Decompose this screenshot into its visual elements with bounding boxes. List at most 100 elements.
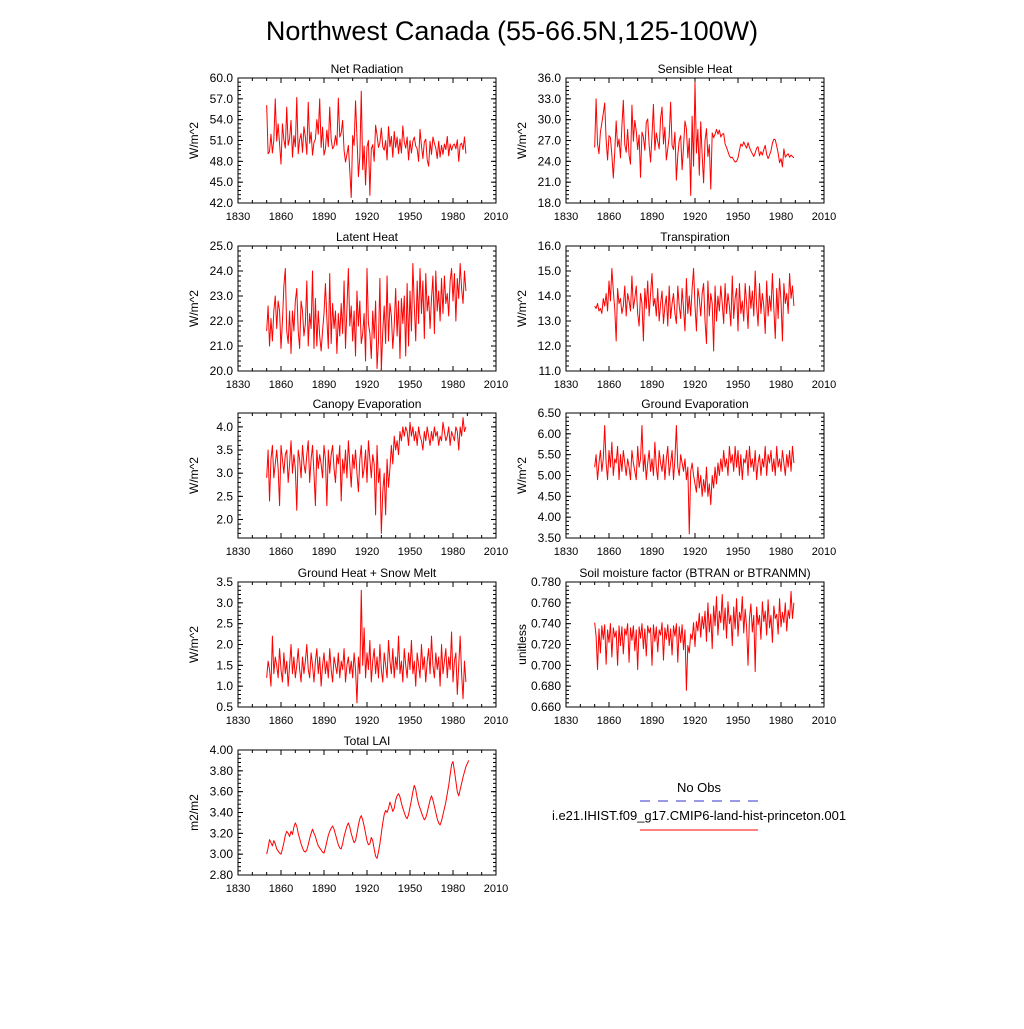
chart-panel-4: Canopy Evaporation W/m^2 1830 1860 1890 1920 1… bbox=[187, 397, 508, 558]
y-tick-label: 4.0 bbox=[216, 420, 233, 434]
chart-title: Net Radiation bbox=[331, 62, 404, 76]
y-tick-label: 3.5 bbox=[216, 575, 233, 589]
chart-title: Latent Heat bbox=[336, 230, 399, 244]
series-line-0 bbox=[266, 417, 467, 534]
y-axis-label: m2/m2 bbox=[187, 794, 201, 831]
chart-title: Ground Evaporation bbox=[641, 397, 748, 411]
x-tick-label: 1860 bbox=[269, 546, 293, 558]
x-tick-label: 1890 bbox=[312, 211, 336, 223]
x-tick-label: 1950 bbox=[398, 211, 422, 223]
chart-panel-3: Transpiration W/m^2 1830 1860 1890 1920 1950 19… bbox=[515, 230, 836, 391]
y-tick-label: 4.50 bbox=[538, 489, 562, 503]
x-tick-label: 1980 bbox=[769, 546, 793, 558]
y-tick-label: 2.5 bbox=[216, 617, 233, 631]
x-tick-label: 1860 bbox=[597, 379, 621, 391]
y-tick-label: 6.00 bbox=[538, 427, 562, 441]
y-tick-label: 3.0 bbox=[216, 596, 233, 610]
legend-model-label: i.e21.IHIST.f09_g17.CMIP6-land-hist-prin… bbox=[552, 808, 846, 823]
series-line-0 bbox=[266, 760, 470, 859]
x-tick-label: 2010 bbox=[812, 379, 836, 391]
x-tick-label: 1890 bbox=[312, 883, 336, 895]
y-tick-label: 0.740 bbox=[531, 617, 561, 631]
y-tick-label: 21.0 bbox=[538, 175, 562, 189]
x-tick-label: 1920 bbox=[355, 883, 379, 895]
x-tick-label: 1860 bbox=[269, 211, 293, 223]
x-tick-label: 1950 bbox=[398, 883, 422, 895]
y-tick-label: 45.0 bbox=[210, 175, 234, 189]
series-line-0 bbox=[266, 90, 467, 198]
y-tick-label: 3.50 bbox=[538, 531, 562, 545]
panels: Net Radiation W/m^2 1830 1860 1890 1920 1950 19… bbox=[187, 62, 836, 895]
y-axis-label: W/m^2 bbox=[187, 457, 201, 494]
x-tick-label: 1860 bbox=[269, 715, 293, 727]
legend-obs-label: No Obs bbox=[677, 780, 722, 795]
x-tick-label: 1980 bbox=[769, 211, 793, 223]
chart-panel-1: Sensible Heat W/m^2 1830 1860 1890 1920 1950 19… bbox=[515, 62, 836, 223]
x-tick-label: 1860 bbox=[269, 379, 293, 391]
series-line-0 bbox=[594, 590, 795, 691]
y-tick-label: 23.0 bbox=[210, 289, 234, 303]
x-tick-label: 1980 bbox=[769, 715, 793, 727]
x-tick-label: 2010 bbox=[484, 211, 508, 223]
y-tick-label: 16.0 bbox=[538, 239, 562, 253]
x-tick-label: 1830 bbox=[554, 715, 578, 727]
chart-panel-6: Ground Heat + Snow Melt W/m^2 1830 1860 1890… bbox=[187, 566, 508, 727]
x-tick-label: 1920 bbox=[355, 715, 379, 727]
x-tick-label: 1890 bbox=[312, 546, 336, 558]
y-tick-label: 3.00 bbox=[210, 847, 234, 861]
x-tick-label: 1860 bbox=[597, 715, 621, 727]
chart-title: Ground Heat + Snow Melt bbox=[298, 566, 437, 580]
x-tick-label: 2010 bbox=[812, 211, 836, 223]
y-tick-label: 3.40 bbox=[210, 806, 234, 820]
chart-title: Canopy Evaporation bbox=[313, 397, 422, 411]
series-line-0 bbox=[266, 589, 467, 704]
y-tick-label: 12.0 bbox=[538, 339, 562, 353]
y-axis-label: W/m^2 bbox=[187, 290, 201, 327]
y-tick-label: 0.700 bbox=[531, 658, 561, 672]
y-tick-label: 2.5 bbox=[216, 489, 233, 503]
y-tick-label: 3.0 bbox=[216, 466, 233, 480]
x-tick-label: 1920 bbox=[683, 715, 707, 727]
x-tick-label: 1980 bbox=[441, 379, 465, 391]
x-tick-label: 2010 bbox=[812, 546, 836, 558]
chart-panel-2: Latent Heat W/m^2 1830 1860 1890 1920 1950 1980… bbox=[187, 230, 508, 391]
y-tick-label: 0.780 bbox=[531, 575, 561, 589]
y-tick-label: 1.0 bbox=[216, 679, 233, 693]
y-tick-label: 15.0 bbox=[538, 264, 562, 278]
y-tick-label: 54.0 bbox=[210, 113, 234, 127]
y-tick-label: 20.0 bbox=[210, 364, 234, 378]
series-line-0 bbox=[594, 268, 795, 352]
chart-title: Soil moisture factor (BTRAN or BTRANMN) bbox=[579, 566, 810, 580]
chart-panel-0: Net Radiation W/m^2 1830 1860 1890 1920 1950 19… bbox=[187, 62, 508, 223]
y-tick-label: 60.0 bbox=[210, 71, 234, 85]
x-tick-label: 1830 bbox=[554, 379, 578, 391]
y-tick-label: 0.680 bbox=[531, 679, 561, 693]
y-tick-label: 42.0 bbox=[210, 196, 234, 210]
x-tick-label: 1830 bbox=[226, 883, 250, 895]
chart-title: Transpiration bbox=[660, 230, 730, 244]
x-tick-label: 1980 bbox=[441, 715, 465, 727]
y-tick-label: 0.5 bbox=[216, 700, 233, 714]
y-tick-label: 3.60 bbox=[210, 785, 234, 799]
series-line-0 bbox=[594, 81, 795, 196]
x-tick-label: 1890 bbox=[640, 546, 664, 558]
y-tick-label: 4.00 bbox=[210, 743, 234, 757]
y-tick-label: 24.0 bbox=[538, 154, 562, 168]
y-tick-label: 4.00 bbox=[538, 510, 562, 524]
x-tick-label: 1920 bbox=[683, 546, 707, 558]
x-tick-label: 1980 bbox=[441, 546, 465, 558]
plot-frame bbox=[237, 749, 497, 876]
x-tick-label: 1920 bbox=[355, 546, 379, 558]
x-tick-label: 1920 bbox=[355, 379, 379, 391]
y-tick-label: 21.0 bbox=[210, 339, 234, 353]
x-tick-label: 1950 bbox=[726, 379, 750, 391]
x-tick-label: 1890 bbox=[640, 379, 664, 391]
x-tick-label: 1860 bbox=[597, 211, 621, 223]
chart-title: Total LAI bbox=[344, 734, 391, 748]
chart-panel-5: Ground Evaporation W/m^2 1830 1860 1890 1920 1… bbox=[515, 397, 836, 558]
x-tick-label: 1890 bbox=[312, 715, 336, 727]
chart-panel-8: Total LAI m2/m2 1830 1860 1890 1920 1950 1980 20… bbox=[187, 734, 508, 895]
y-tick-label: 25.0 bbox=[210, 239, 234, 253]
y-tick-label: 33.0 bbox=[538, 92, 562, 106]
